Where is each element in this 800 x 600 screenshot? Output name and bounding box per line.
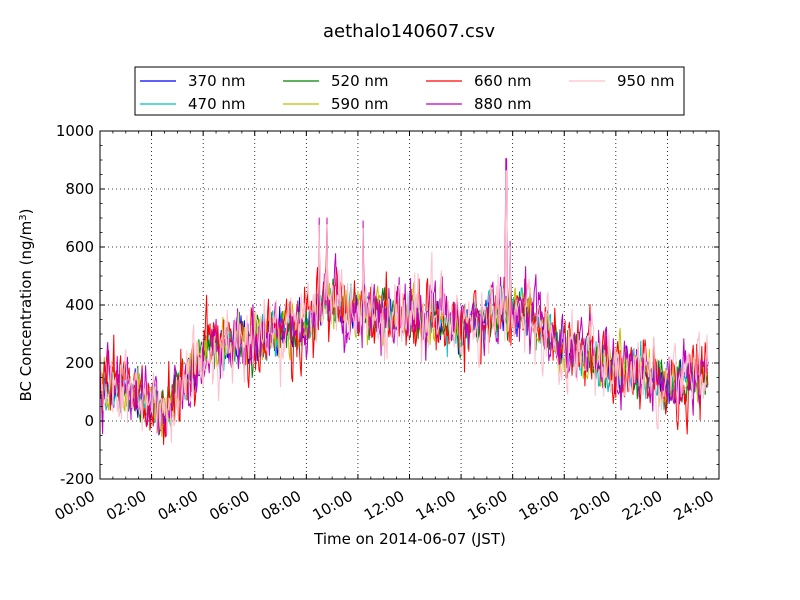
y-axis-label-superscript: 3 [18, 214, 29, 220]
x-axis-label: Time on 2014-06-07 (JST) [313, 530, 506, 548]
y-tick-label: 400 [65, 296, 94, 314]
plot-area [99, 130, 720, 480]
x-tick-label: 24:00 [671, 487, 717, 524]
legend-box [134, 66, 685, 116]
legend-label: 520 nm [331, 72, 389, 90]
y-axis-label-close: ) [17, 209, 35, 215]
x-tick-label: 16:00 [464, 487, 510, 524]
x-tick-label: 18:00 [516, 487, 562, 524]
x-tick-label: 10:00 [309, 487, 355, 524]
x-tick-label: 04:00 [155, 487, 201, 524]
y-tick-label: 1000 [56, 122, 94, 140]
legend-label: 470 nm [188, 95, 246, 113]
x-tick-label: 20:00 [567, 487, 613, 524]
x-tick-label: 12:00 [361, 487, 407, 524]
series-lines [99, 158, 709, 445]
y-tick-label: 200 [65, 354, 94, 372]
x-tick-label: 06:00 [206, 487, 252, 524]
series-line-950-nm [99, 170, 709, 444]
y-tick-label: 600 [65, 238, 94, 256]
legend-label: 880 nm [474, 95, 532, 113]
y-tick-label: 800 [65, 180, 94, 198]
x-tick-label: 00:00 [52, 487, 98, 524]
y-axis-label-main: BC Concentration (ng/m [17, 221, 35, 402]
chart-title: aethalo140607.csv [323, 21, 495, 42]
legend: 370 nm 470 nm 520 nm 590 nm 660 nm 880 nm 950 … [134, 66, 685, 116]
legend-label: 950 nm [617, 72, 675, 90]
x-tick-label: 22:00 [619, 487, 665, 524]
legend-label: 370 nm [188, 72, 246, 90]
legend-label: 590 nm [331, 95, 389, 113]
y-axis-label: BC Concentration (ng/m3) [17, 209, 35, 402]
y-tick-label: -200 [60, 470, 94, 488]
legend-label: 660 nm [474, 72, 532, 90]
ticks [99, 130, 720, 480]
x-tick-labels: 00:00 02:00 04:00 06:00 08:00 10:00 12:00 14:00… [52, 487, 717, 524]
y-tick-label: 0 [84, 412, 94, 430]
y-tick-labels: -200 0 200 400 600 800 1000 [56, 122, 94, 488]
x-tick-label: 08:00 [258, 487, 304, 524]
x-tick-label: 14:00 [413, 487, 459, 524]
x-tick-label: 02:00 [103, 487, 149, 524]
